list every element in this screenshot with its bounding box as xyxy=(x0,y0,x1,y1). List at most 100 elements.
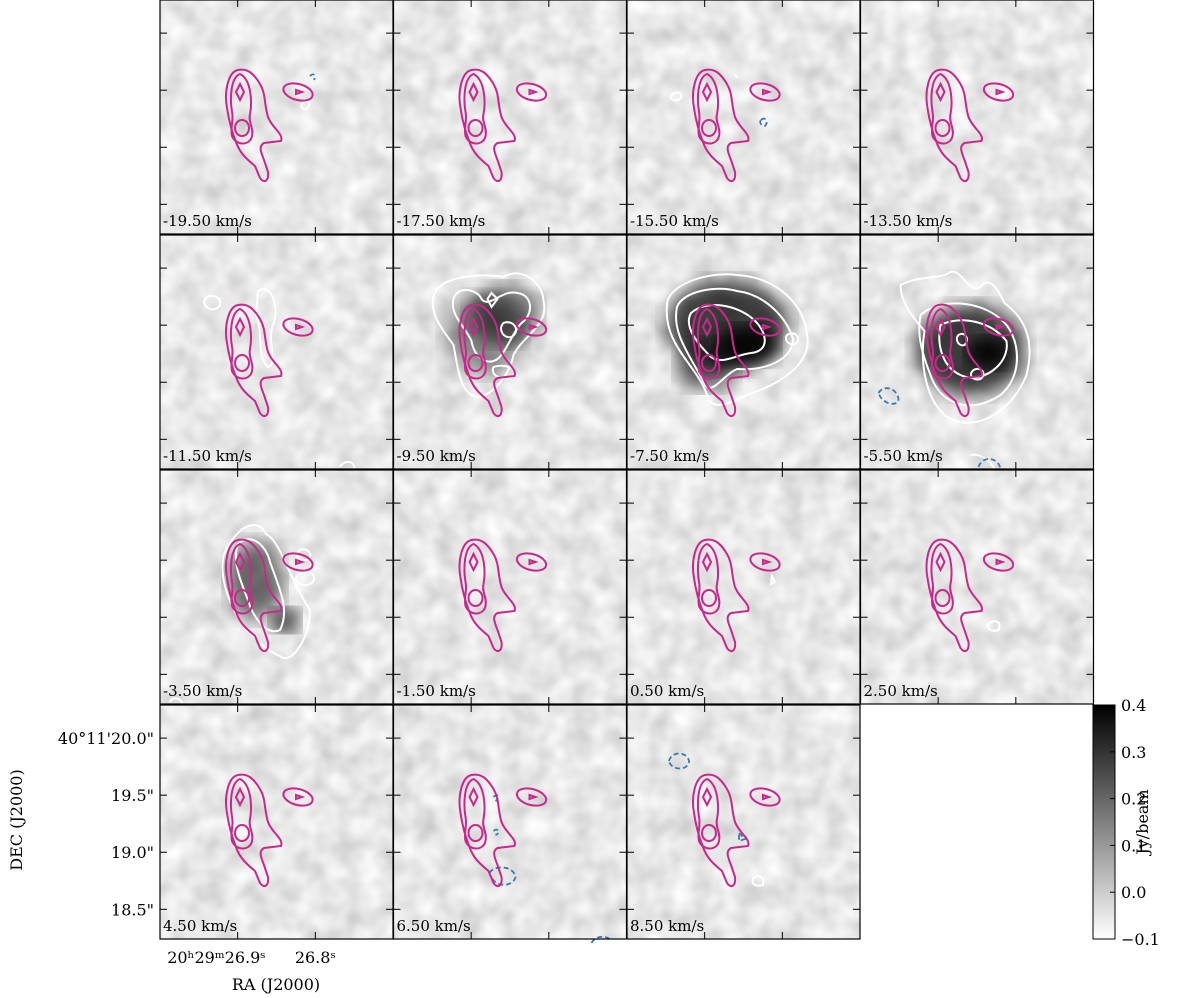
velocity-label: -17.50 km/s xyxy=(397,212,486,230)
noise-image xyxy=(860,0,1094,234)
y-tick-label: 19.5" xyxy=(111,786,154,805)
white-contour xyxy=(669,91,683,102)
white-contour xyxy=(969,367,985,381)
channel-panel: -7.50 km/s xyxy=(626,234,861,470)
velocity-label: -11.50 km/s xyxy=(163,447,252,465)
velocity-label: 4.50 km/s xyxy=(163,917,237,935)
white-contour xyxy=(254,288,277,369)
y-tick-label: 18.5" xyxy=(111,900,154,919)
x-tick-label: 20ʰ29ᵐ26.9ˢ xyxy=(167,948,265,967)
velocity-label: -9.50 km/s xyxy=(397,447,476,465)
channel-panel: 6.50 km/s xyxy=(392,704,628,944)
negative-contour xyxy=(488,866,517,886)
channel-panel: -11.50 km/s xyxy=(159,234,394,470)
velocity-label: 6.50 km/s xyxy=(397,917,471,935)
noise-image xyxy=(860,470,1094,704)
velocity-label: 0.50 km/s xyxy=(630,682,704,700)
channel-panel: -15.50 km/s xyxy=(626,0,861,235)
x-axis-label: RA (J2000) xyxy=(232,975,320,994)
white-contour xyxy=(203,295,222,311)
emission xyxy=(270,608,300,632)
white-contour xyxy=(938,319,1008,379)
velocity-label: 8.50 km/s xyxy=(630,917,704,935)
noise-image xyxy=(627,0,860,234)
channel-panel: 0.50 km/s xyxy=(626,469,861,705)
noise-image xyxy=(160,0,393,234)
negative-contour xyxy=(668,752,690,770)
panel-frame xyxy=(859,0,1095,235)
negative-contour xyxy=(492,828,500,836)
white-contour xyxy=(675,287,795,389)
white-contour xyxy=(296,548,312,561)
white-contour xyxy=(169,697,183,705)
noise-image xyxy=(627,705,860,939)
velocity-label: 2.50 km/s xyxy=(864,682,938,700)
white-contour xyxy=(451,289,531,363)
noise-image xyxy=(393,705,627,939)
panel-frame xyxy=(859,469,1095,705)
velocity-label: -19.50 km/s xyxy=(163,212,252,230)
channel-panel: -5.50 km/s xyxy=(859,234,1095,470)
white-contour xyxy=(955,333,968,347)
white-contour xyxy=(294,571,316,586)
white-contour xyxy=(987,620,1001,632)
emission xyxy=(677,340,737,390)
white-contour xyxy=(234,538,286,633)
white-contour xyxy=(785,332,799,346)
panel-frame xyxy=(626,704,861,940)
channel-panel: -17.50 km/s xyxy=(392,0,628,235)
velocity-label: -15.50 km/s xyxy=(630,212,719,230)
white-contour xyxy=(970,453,996,470)
white-contour xyxy=(688,304,766,362)
colorbar-tick-label: 0.0 xyxy=(1121,883,1146,902)
colorbar-tick-label: 0.2 xyxy=(1121,790,1146,809)
velocity-label: -3.50 km/s xyxy=(163,682,242,700)
channel-panel: 4.50 km/s 20ʰ29ᵐ26.9ˢ 26.8ˢ 40°11'20.0" 19.5… xyxy=(58,704,394,967)
negative-contour xyxy=(738,830,747,843)
colorbar-tick-label: 0.4 xyxy=(1121,696,1146,715)
white-contour xyxy=(665,273,809,406)
negative-contour xyxy=(977,458,1002,470)
y-tick-label: 19.0" xyxy=(111,843,154,862)
velocity-label: -13.50 km/s xyxy=(864,212,953,230)
noise-image xyxy=(160,235,393,469)
channel-panel: -1.50 km/s xyxy=(392,469,628,705)
colorbar-label: Jy/beam xyxy=(1133,789,1152,856)
y-tick-label: 40°11'20.0" xyxy=(58,729,154,748)
colorbar xyxy=(1092,704,1116,940)
white-contour xyxy=(486,291,499,309)
channel-panel: -13.50 km/s xyxy=(859,0,1095,235)
emission xyxy=(966,337,1011,369)
white-contour xyxy=(918,302,1018,407)
colorbar-tick-label: −0.1 xyxy=(1121,930,1160,949)
white-contour xyxy=(734,73,738,79)
noise-image xyxy=(160,705,393,939)
white-contour xyxy=(899,270,1031,424)
y-axis-label: DEC (J2000) xyxy=(7,769,26,870)
noise-image xyxy=(393,470,627,704)
velocity-label: -1.50 km/s xyxy=(397,682,476,700)
white-contour xyxy=(500,321,517,339)
channel-panel: -3.50 km/s xyxy=(159,469,394,705)
channel-panel: -19.50 km/s xyxy=(159,0,394,235)
x-tick-label: 26.8ˢ xyxy=(295,948,336,967)
colorbar-tick-label: 0.3 xyxy=(1121,743,1146,762)
panel-frame xyxy=(859,234,1095,470)
white-contour xyxy=(751,875,765,887)
channel-panel: 2.50 km/s xyxy=(859,469,1095,705)
channel-panel: 8.50 km/s xyxy=(626,704,861,940)
velocity-label: -7.50 km/s xyxy=(630,447,709,465)
noise-image xyxy=(393,0,627,234)
colorbar-tick-label: 0.1 xyxy=(1121,836,1146,855)
negative-contour xyxy=(309,73,316,81)
velocity-label: -5.50 km/s xyxy=(864,447,943,465)
channel-panel: -9.50 km/s xyxy=(392,234,628,470)
white-contour xyxy=(769,572,777,586)
negative-contour xyxy=(759,117,768,127)
negative-contour xyxy=(877,387,900,405)
noise-image xyxy=(627,470,860,704)
negative-contour xyxy=(590,935,613,944)
white-contour xyxy=(339,461,356,470)
white-contour xyxy=(431,272,546,399)
